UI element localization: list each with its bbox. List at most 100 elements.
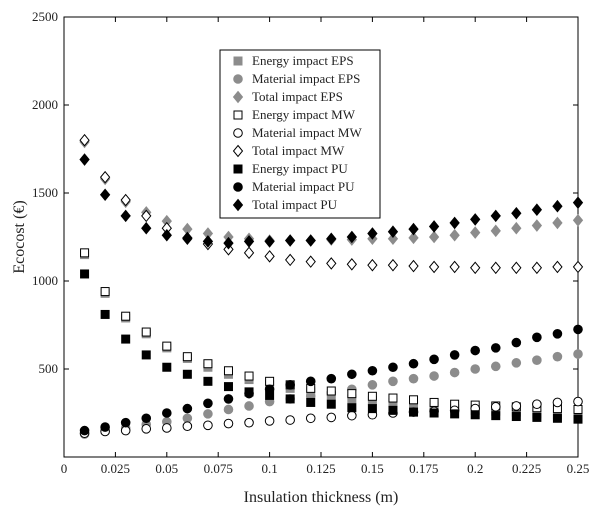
data-point [552,397,563,408]
data-point [573,404,583,414]
series-material-impact-pu [79,324,583,436]
data-point [305,255,316,268]
data-point [80,269,90,279]
legend-label: Energy impact EPS [252,53,354,68]
data-point [388,405,398,415]
data-point [347,410,357,421]
data-point [79,133,90,147]
legend-marker [233,110,243,120]
data-point [326,412,337,423]
legend-box [219,49,381,219]
data-point [306,397,316,407]
data-point [326,399,336,409]
data-point [491,411,501,421]
y-tick-label: 1000 [32,273,58,288]
data-point [100,422,110,432]
data-point [532,399,542,410]
data-point [511,401,522,411]
data-point [449,367,460,378]
series-total-impact-mw [79,133,584,275]
data-point [120,417,131,428]
data-point [120,425,131,436]
legend-label: Energy impact MW [252,107,356,122]
data-point [141,350,151,360]
data-point [79,153,90,166]
data-point [285,380,295,390]
data-point [243,235,255,248]
data-point [573,414,583,424]
x-tick-label: 0.15 [361,461,384,476]
x-tick-label: 0.2 [467,461,483,476]
data-point [470,261,481,275]
data-point [470,226,481,239]
legend-marker [232,90,244,104]
data-point [223,236,234,250]
legend-label: Energy impact PU [252,161,348,176]
data-point [490,224,501,238]
data-point [161,228,172,242]
data-point [572,213,584,227]
data-point [264,384,275,395]
data-point [203,398,213,409]
data-point [532,412,542,422]
legend-label: Total impact MW [252,143,345,158]
legend-marker [233,74,243,84]
data-point [265,376,275,386]
data-point [326,386,336,396]
data-point [552,260,563,274]
data-point [428,260,440,274]
x-axis-label: Insulation thickness (m) [244,489,399,506]
data-point [203,376,213,386]
x-axis-ticks: 0 0.025 0.05 0.075 0.1 0.125 0.15 0.175 0.2 0.225… [61,17,590,476]
data-point [449,350,460,360]
data-point [367,391,377,401]
data-point [182,413,193,424]
data-point [573,324,583,335]
data-point [347,389,357,399]
data-point [449,216,460,230]
data-point [531,203,543,217]
data-point [223,366,233,376]
x-tick-label: 0.025 [101,461,130,476]
data-point [203,359,213,369]
series-total-impact-pu [79,153,584,250]
data-point [552,199,563,213]
data-point [367,404,377,414]
data-point [573,349,583,359]
data-point [264,235,275,248]
data-point [511,206,522,220]
legend-marker [233,56,243,66]
data-point [388,362,398,373]
data-point [470,364,481,374]
data-point [408,373,419,384]
data-point [552,351,563,362]
data-point [346,230,357,244]
y-tick-label: 2500 [32,9,58,24]
data-point [572,260,584,274]
data-point [326,373,337,384]
data-point [387,258,399,272]
data-point [490,209,501,223]
data-point [367,380,378,390]
data-point [429,371,439,381]
data-point [408,358,419,369]
data-point [162,423,172,433]
data-point [285,394,295,404]
x-tick-label: 0.125 [306,461,335,476]
data-point [450,409,460,419]
legend-label: Material impact MW [252,125,362,140]
y-tick-label: 1500 [32,185,58,200]
data-point [182,369,192,379]
data-point [285,415,295,425]
legend-marker [233,164,243,174]
data-point [79,425,90,436]
x-tick-label: 0.25 [567,461,590,476]
data-point [203,409,213,419]
data-point [511,261,522,275]
data-point [80,248,90,258]
data-point [202,235,214,248]
data-point [367,365,378,376]
data-point [572,196,584,209]
legend-marker [233,182,243,192]
